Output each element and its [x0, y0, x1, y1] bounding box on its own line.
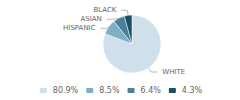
svg-text:BLACK: BLACK: [93, 6, 116, 14]
svg-text:4.3%: 4.3%: [182, 86, 203, 95]
svg-text:80.9%: 80.9%: [53, 86, 79, 95]
svg-text:8.5%: 8.5%: [99, 86, 120, 95]
svg-text:HISPANIC: HISPANIC: [63, 24, 96, 32]
svg-text:6.4%: 6.4%: [141, 86, 162, 95]
svg-text:WHITE: WHITE: [162, 68, 185, 76]
svg-text:ASIAN: ASIAN: [80, 15, 101, 23]
